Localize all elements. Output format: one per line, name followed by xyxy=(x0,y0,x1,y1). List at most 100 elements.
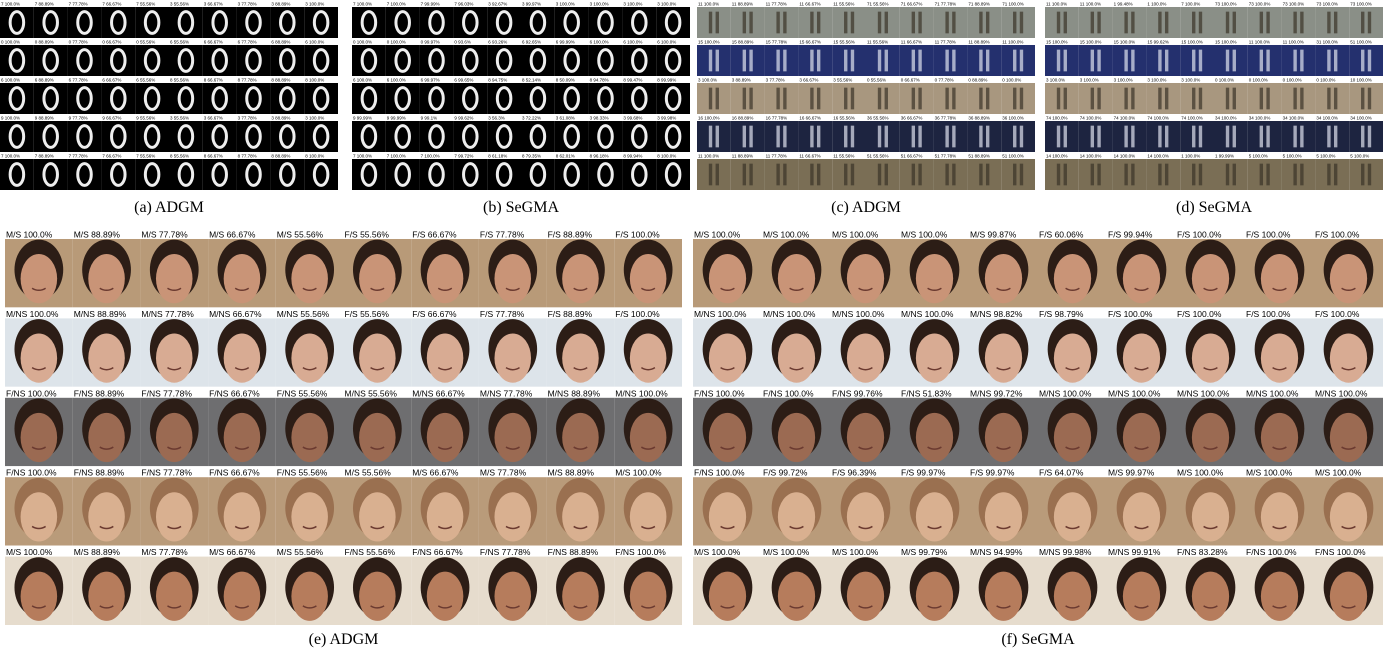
house-number-digit xyxy=(851,126,854,148)
cell-label: 6 93.26% xyxy=(488,40,507,45)
house-number-digit xyxy=(979,164,982,186)
cell-label: 8 50.09% xyxy=(556,78,575,83)
house-number-image xyxy=(934,7,968,38)
house-number-image xyxy=(765,83,799,114)
house-number-digit xyxy=(912,126,915,148)
house-number-image xyxy=(1214,121,1248,152)
cell-label: 6 66.67% xyxy=(204,40,223,45)
cell-label: 5 100.0% xyxy=(1249,154,1268,159)
cell-label: F/S 64.07% xyxy=(1039,468,1084,478)
face xyxy=(709,572,746,621)
cell-label: 34 100.0% xyxy=(1316,116,1338,121)
face xyxy=(156,572,193,621)
cell-label: 7 77.78% xyxy=(69,2,88,7)
cell-label: M/S 77.78% xyxy=(480,468,527,478)
house-number-digit xyxy=(1013,126,1016,148)
cell-label: F/NS 66.67% xyxy=(209,388,260,398)
cell-label: M/NS 94.99% xyxy=(970,547,1023,557)
face xyxy=(709,413,746,462)
cell-label: 73 100.0% xyxy=(1283,2,1305,7)
cell-label: 3 98.33% xyxy=(590,116,609,121)
cell-label: 15 77.78% xyxy=(766,40,788,45)
face xyxy=(427,572,464,621)
house-number-digit xyxy=(1199,126,1202,148)
cell-label: M/S 100.0% xyxy=(1315,468,1362,478)
cell-label: 71 88.89% xyxy=(968,2,990,7)
face xyxy=(494,413,531,462)
cell-label: F/NS 100.0% xyxy=(6,468,57,478)
face xyxy=(88,492,125,541)
cell-label: 0 99.97% xyxy=(421,40,440,45)
house-number-digit xyxy=(844,12,847,34)
cell-label: F/NS 100.0% xyxy=(1246,547,1297,557)
house-number-digit xyxy=(1165,88,1168,110)
cell-label: F/S 100.0% xyxy=(615,230,660,240)
cell-label: F/S 66.67% xyxy=(412,230,457,240)
cell-label: M/NS 88.89% xyxy=(548,388,601,398)
house-number-digit xyxy=(918,12,921,34)
cell-label: 7 100.0% xyxy=(387,2,406,7)
face xyxy=(778,492,815,541)
cell-label: 36 55.56% xyxy=(867,116,889,121)
cell-label: M/S 55.56% xyxy=(277,230,324,240)
cell-label: 0 100.0% xyxy=(1215,78,1234,83)
cell-label: 0 55.56% xyxy=(136,40,155,45)
house-number-digit xyxy=(1293,164,1296,186)
face xyxy=(562,492,599,541)
cell-label: 8 79.35% xyxy=(522,154,541,159)
house-number-image xyxy=(798,7,832,38)
face xyxy=(1261,413,1298,462)
house-number-digit xyxy=(1057,126,1060,148)
cell-label: M/S 100.0% xyxy=(694,230,741,240)
house-number-digit xyxy=(1361,164,1364,186)
panel: 11 100.0%11 88.89%11 77.78%11 66.67%11 5… xyxy=(697,0,1035,190)
face xyxy=(156,413,193,462)
house-number-digit xyxy=(749,164,752,186)
cell-label: 73 100.0% xyxy=(1316,2,1338,7)
face xyxy=(1054,333,1091,382)
house-number-image xyxy=(900,7,934,38)
cell-label: 36 100.0% xyxy=(1002,116,1024,121)
cell-label: 7 55.56% xyxy=(136,2,155,7)
house-number-image xyxy=(1079,121,1113,152)
house-number-digit xyxy=(776,50,779,72)
cell-label: M/NS 88.89% xyxy=(74,309,127,319)
house-number-digit xyxy=(952,164,955,186)
cell-label: 1 99.48% xyxy=(1114,2,1133,7)
house-number-image xyxy=(832,83,866,114)
house-number-image xyxy=(1315,121,1349,152)
house-number-digit xyxy=(1158,164,1161,186)
cell-label: M/S 66.67% xyxy=(209,547,256,557)
house-number-image xyxy=(731,159,765,190)
face xyxy=(427,333,464,382)
cell-label: M/NS 100.0% xyxy=(901,309,954,319)
face xyxy=(630,572,667,621)
cell-label: 8 99.99% xyxy=(657,78,676,83)
face xyxy=(156,254,193,303)
cell-label: 14 100.0% xyxy=(1114,154,1136,159)
house-number-digit xyxy=(1165,50,1168,72)
house-number-digit xyxy=(1226,50,1229,72)
face xyxy=(916,333,953,382)
house-number-image xyxy=(697,7,731,38)
house-number-digit xyxy=(716,126,719,148)
house-number-image xyxy=(765,45,799,76)
house-number-image xyxy=(866,45,900,76)
house-number-digit xyxy=(952,50,955,72)
face xyxy=(291,572,328,621)
house-number-digit xyxy=(1293,50,1296,72)
house-number-image xyxy=(1180,83,1214,114)
cell-label: 8 77.78% xyxy=(238,154,257,159)
house-number-digit xyxy=(1327,126,1330,148)
face xyxy=(1192,254,1229,303)
house-number-image xyxy=(1282,121,1316,152)
cell-label: 3 55.56% xyxy=(170,116,189,121)
house-number-image xyxy=(697,45,731,76)
cell-label: 16 66.67% xyxy=(799,116,821,121)
cell-label: 74 100.0% xyxy=(1046,116,1068,121)
cell-label: M/NS 77.78% xyxy=(141,309,194,319)
house-number-digit xyxy=(979,88,982,110)
house-number-digit xyxy=(1300,164,1303,186)
cell-label: M/S 100.0% xyxy=(832,547,879,557)
cell-label: 9 99.1% xyxy=(421,116,438,121)
